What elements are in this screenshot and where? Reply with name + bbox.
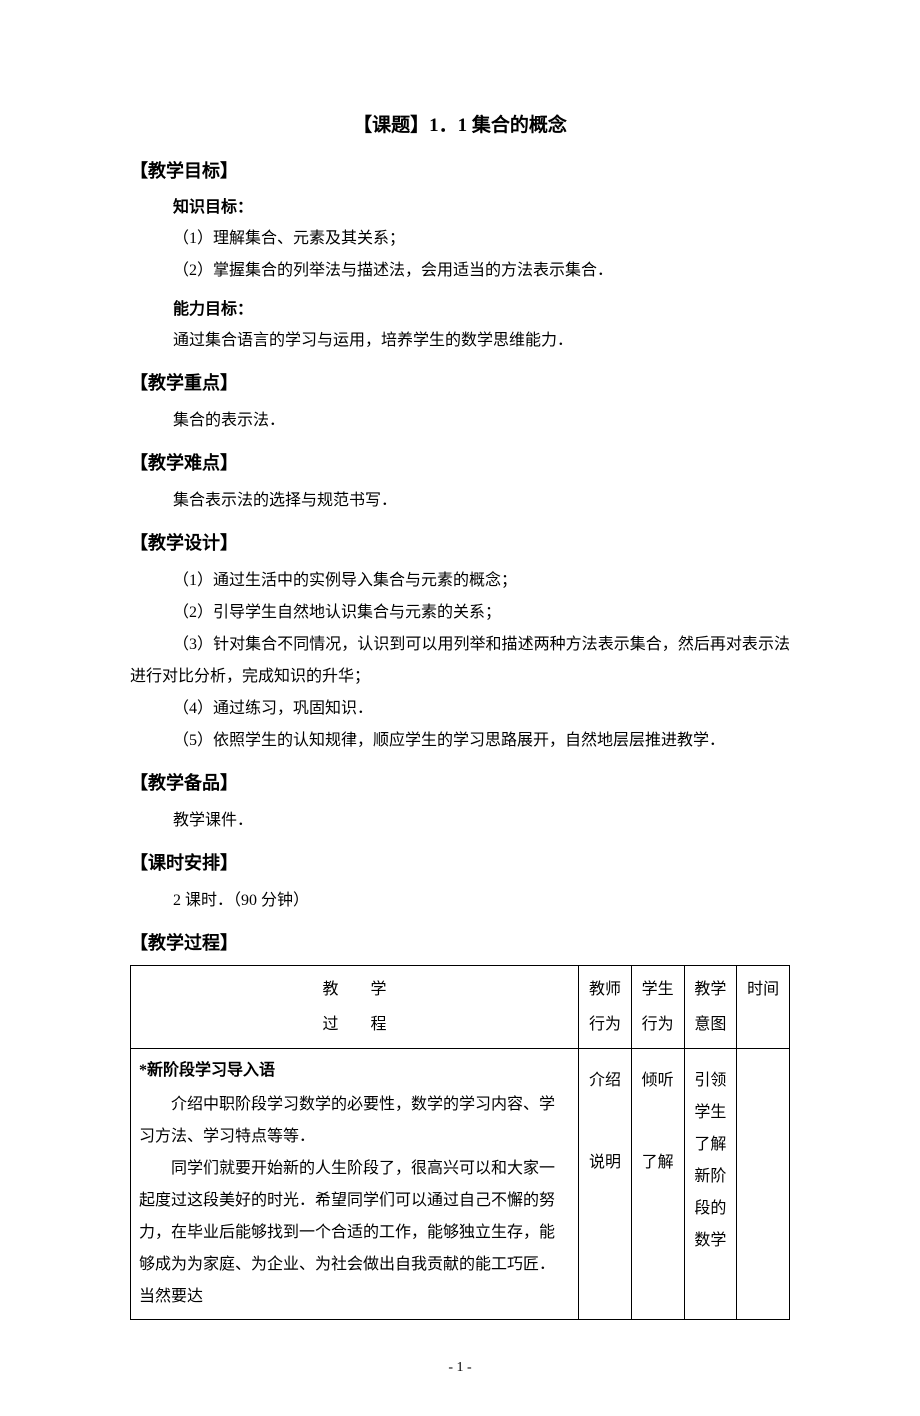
table-header-row: 教 学 过 程 教师行为 学生行为 教学意图 时间 xyxy=(131,966,790,1049)
design-item-3-text: （3）针对集合不同情况，认识到可以用列举和描述两种方法表示集合，然后再对表示法进… xyxy=(130,636,790,685)
section-design-header: 【教学设计】 xyxy=(130,529,790,555)
ability-objective-label: 能力目标： xyxy=(173,295,790,319)
difficulty-text: 集合表示法的选择与规范书写． xyxy=(173,485,790,517)
student-action-2: 了解 xyxy=(636,1147,680,1179)
time-cell xyxy=(737,1049,790,1320)
teacher-behavior-cell: 介绍 说明 xyxy=(579,1049,632,1320)
section-difficulty-header: 【教学难点】 xyxy=(130,449,790,475)
teacher-action-2: 说明 xyxy=(583,1147,627,1179)
row-title: *新阶段学习导入语 xyxy=(139,1055,570,1087)
section-objectives-header: 【教学目标】 xyxy=(130,157,790,183)
table-row: *新阶段学习导入语 介绍中职阶段学习数学的必要性，数学的学习内容、学习方法、学习… xyxy=(131,1049,790,1320)
materials-text: 教学课件． xyxy=(173,805,790,837)
row-paragraph-2: 同学们就要开始新的人生阶段了，很高兴可以和大家一起度过这段美好的时光．希望同学们… xyxy=(139,1153,570,1313)
design-item-2: （2）引导学生自然地认识集合与元素的关系； xyxy=(173,597,790,629)
ability-objective-text: 通过集合语言的学习与运用，培养学生的数学思维能力． xyxy=(173,325,790,357)
teacher-action-1: 介绍 xyxy=(583,1065,627,1097)
section-materials-header: 【教学备品】 xyxy=(130,769,790,795)
row-paragraph-1: 介绍中职阶段学习数学的必要性，数学的学习内容、学习方法、学习特点等等． xyxy=(139,1089,570,1153)
header-intent: 教学意图 xyxy=(684,966,737,1049)
header-student: 学生行为 xyxy=(631,966,684,1049)
header-process-line1: 教 学 xyxy=(135,972,574,1007)
header-teacher: 教师行为 xyxy=(579,966,632,1049)
page-number: - 1 - xyxy=(130,1360,790,1376)
section-process-header: 【教学过程】 xyxy=(130,929,790,955)
knowledge-objective-item-2: （2）掌握集合的列举法与描述法，会用适当的方法表示集合． xyxy=(173,255,790,287)
process-content-cell: *新阶段学习导入语 介绍中职阶段学习数学的必要性，数学的学习内容、学习方法、学习… xyxy=(131,1049,579,1320)
teaching-process-table: 教 学 过 程 教师行为 学生行为 教学意图 时间 *新阶段学习导入语 介绍中职… xyxy=(130,965,790,1320)
design-item-4: （4）通过练习，巩固知识． xyxy=(173,693,790,725)
design-item-5: （5）依照学生的认知规律，顺应学生的学习思路展开，自然地层层推进教学． xyxy=(173,725,790,757)
student-action-1: 倾听 xyxy=(636,1065,680,1097)
section-emphasis-header: 【教学重点】 xyxy=(130,369,790,395)
header-process: 教 学 过 程 xyxy=(131,966,579,1049)
knowledge-objective-item-1: （1）理解集合、元素及其关系； xyxy=(173,223,790,255)
lesson-title: 【课题】1．1 集合的概念 xyxy=(130,110,790,137)
design-item-1: （1）通过生活中的实例导入集合与元素的概念； xyxy=(173,565,790,597)
intent-cell: 引领学生了解新阶段的数学 xyxy=(684,1049,737,1320)
emphasis-text: 集合的表示法． xyxy=(173,405,790,437)
design-item-3: （3）针对集合不同情况，认识到可以用列举和描述两种方法表示集合，然后再对表示法进… xyxy=(130,629,790,693)
schedule-text: 2 课时．（90 分钟） xyxy=(173,885,790,917)
student-behavior-cell: 倾听 了解 xyxy=(631,1049,684,1320)
header-process-line2: 过 程 xyxy=(135,1007,574,1042)
section-schedule-header: 【课时安排】 xyxy=(130,849,790,875)
header-time: 时间 xyxy=(737,966,790,1049)
knowledge-objective-label: 知识目标： xyxy=(173,193,790,217)
document-page: 【课题】1．1 集合的概念 【教学目标】 知识目标： （1）理解集合、元素及其关… xyxy=(0,0,920,1416)
